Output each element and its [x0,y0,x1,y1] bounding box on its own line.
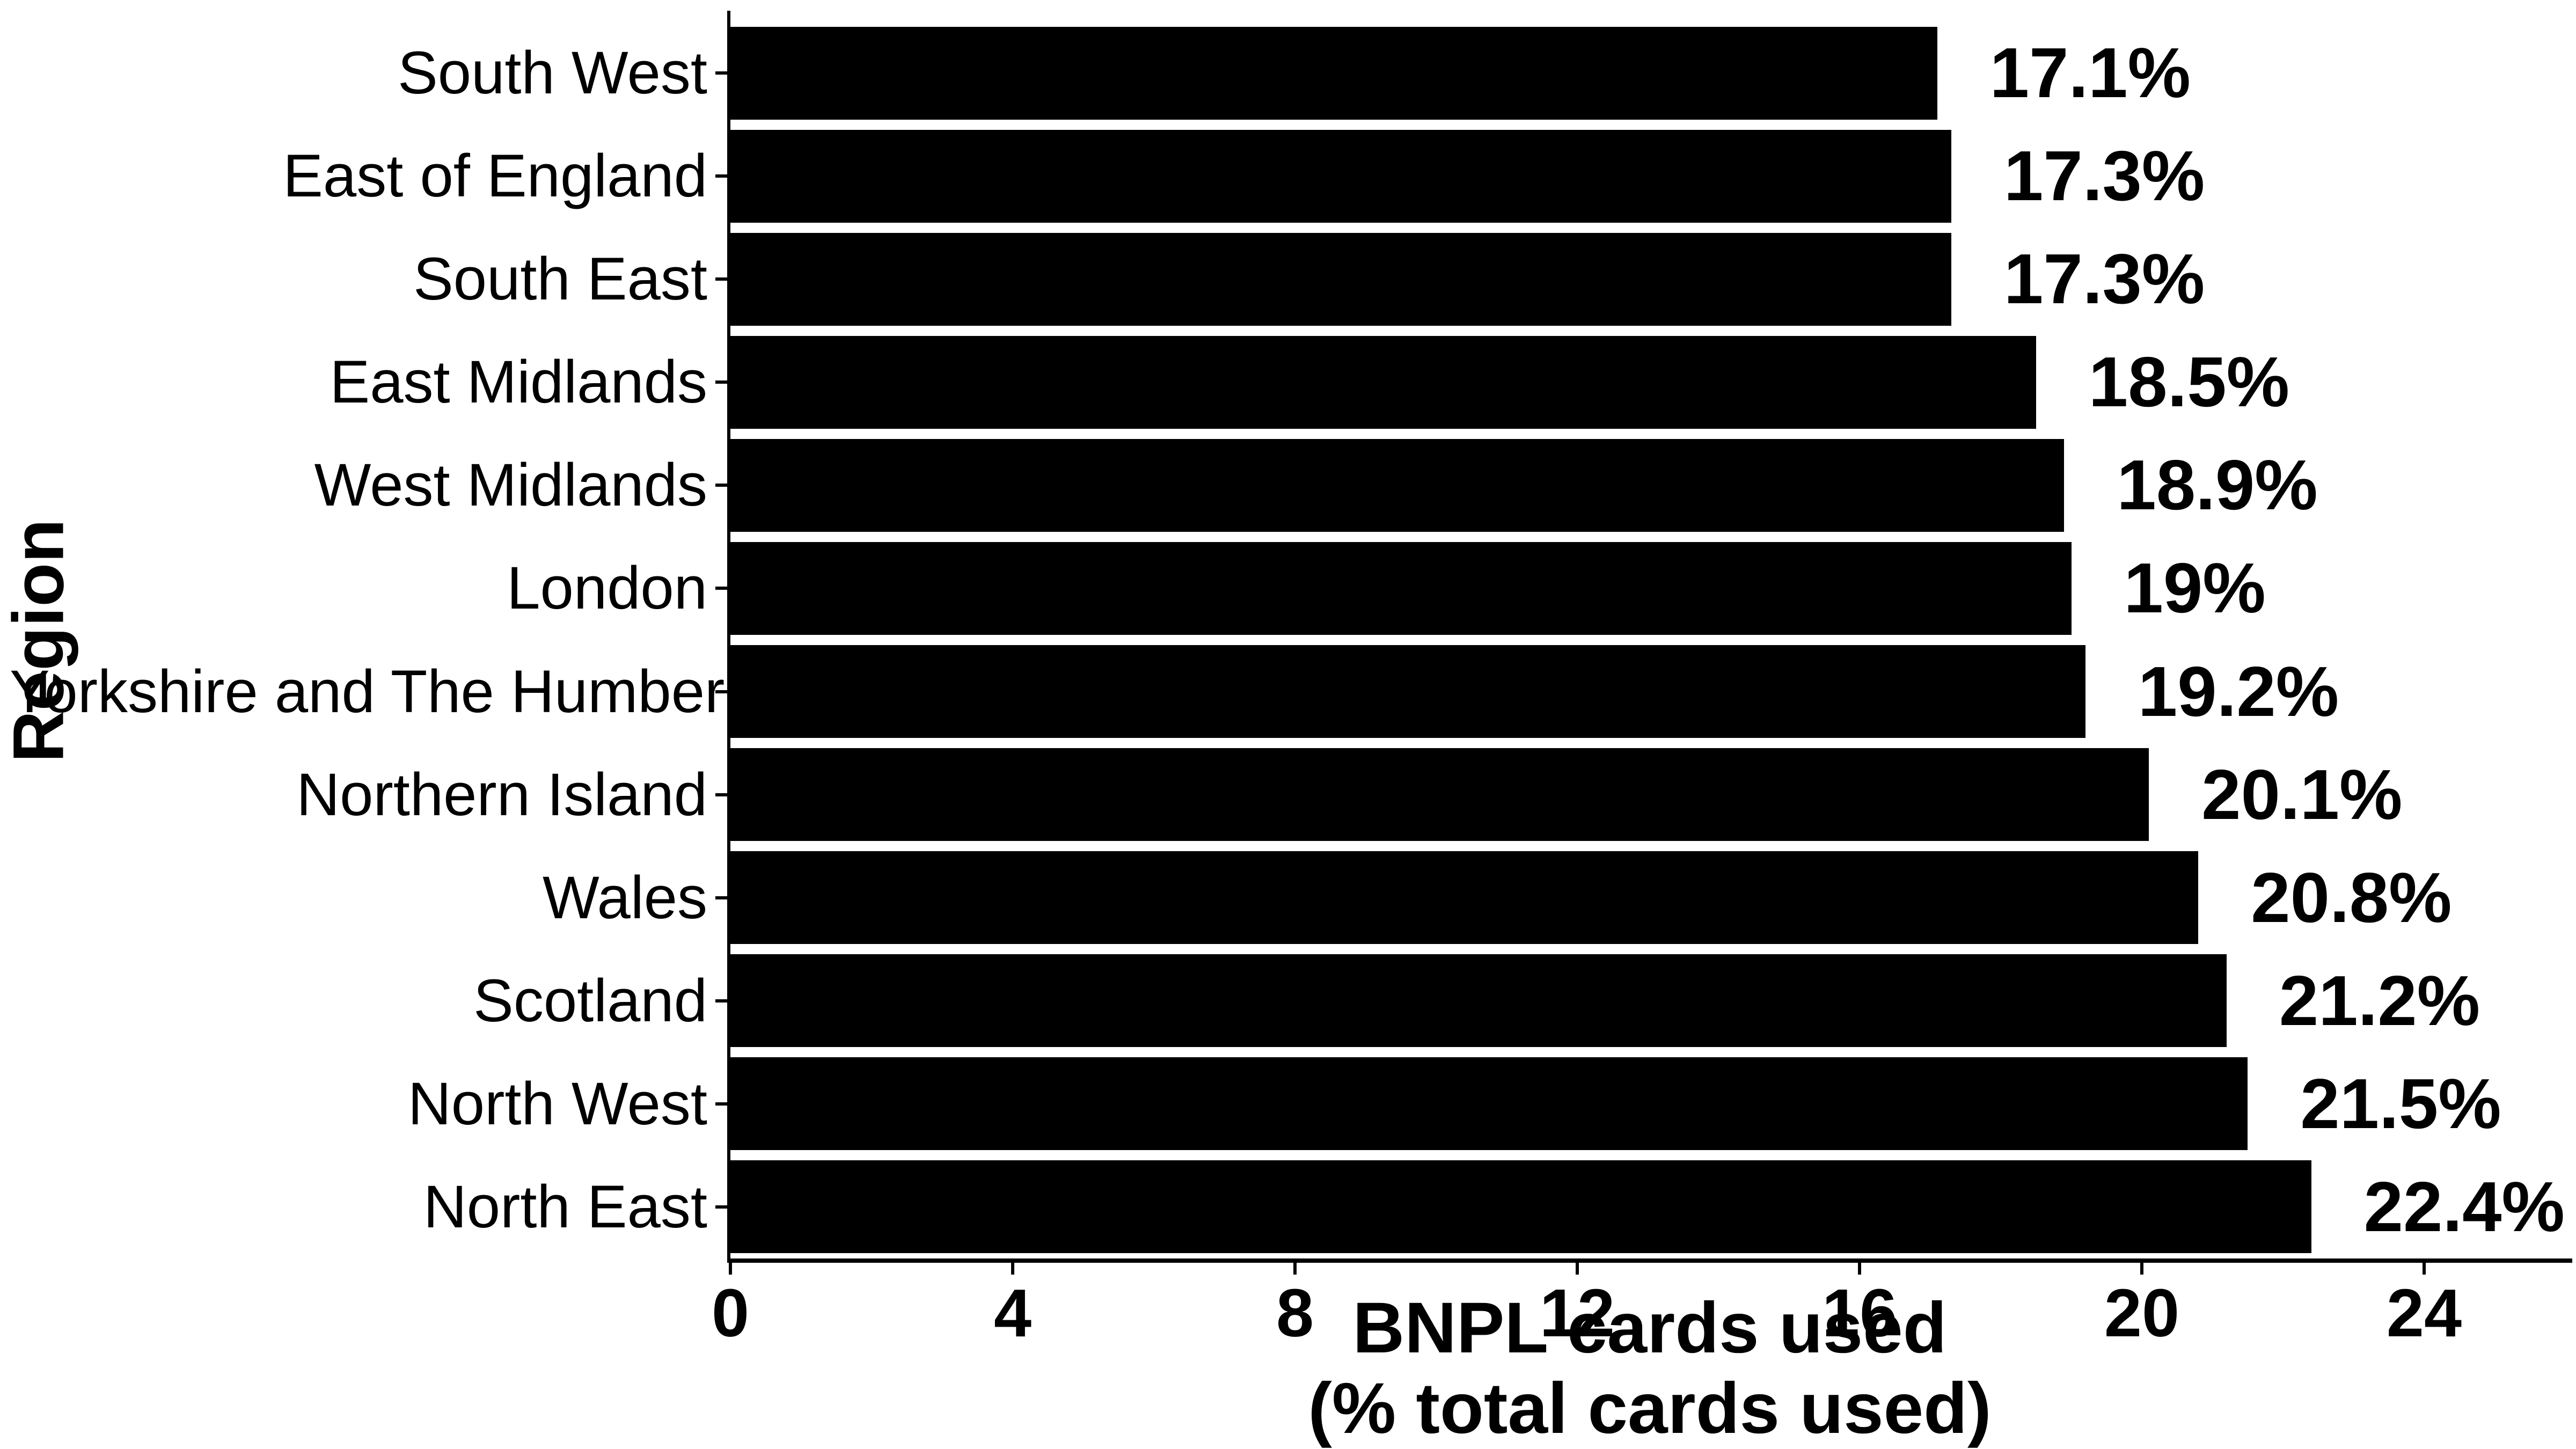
bar-value-label: 17.3% [2003,239,2205,319]
x-tick-label: 12 [1539,1275,1615,1351]
bar [730,438,2065,532]
bar [730,645,2085,738]
bar [730,335,2036,429]
category-label: East Midlands [330,348,707,416]
category-label: South West [398,39,707,107]
x-tick-label: 4 [993,1275,1032,1351]
x-tick-label: 20 [2104,1275,2180,1351]
category-label: Scotland [473,967,707,1034]
category-label: East of England [283,142,707,210]
x-axis-title: BNPL cards used (% total cards used) [1006,1288,2294,1449]
bar-value-label: 19.2% [2138,652,2339,731]
bar-value-label: 20.1% [2201,755,2403,834]
y-tick [715,71,727,75]
y-tick [715,174,727,178]
bar [730,1160,2311,1254]
bar [730,232,1951,326]
x-tick-label: 8 [1276,1275,1314,1351]
y-tick [715,896,727,899]
x-tick-label: 0 [711,1275,750,1351]
x-tick [1858,1263,1861,1275]
x-tick [2140,1263,2143,1275]
bar [730,851,2199,945]
y-tick [715,1102,727,1106]
bar-value-label: 18.9% [2117,445,2318,525]
category-label: Wales [542,863,707,931]
bar-value-label: 17.1% [1989,33,2191,113]
bar-value-label: 19% [2124,548,2266,628]
y-axis-title: Region [0,518,79,763]
x-axis-title-line1: BNPL cards used [1352,1288,1947,1368]
bar-value-label: 21.2% [2279,961,2480,1040]
y-tick [715,690,727,693]
bar-value-label: 18.5% [2088,342,2290,422]
x-tick [1293,1263,1297,1275]
y-tick [715,1205,727,1209]
x-tick [1576,1263,1579,1275]
y-tick [715,999,727,1002]
category-label: North West [407,1070,707,1137]
bar-value-label: 22.4% [2363,1167,2565,1246]
y-tick [715,484,727,487]
bar [730,26,1937,120]
x-tick-label: 16 [1821,1275,1898,1351]
category-label: London [507,554,707,622]
y-tick [715,793,727,796]
bar-value-label: 21.5% [2300,1064,2501,1143]
bar-value-label: 20.8% [2251,858,2452,937]
x-axis-line [727,1258,2572,1263]
x-tick [729,1263,732,1275]
y-tick [715,277,727,281]
category-label: West Midlands [314,451,707,519]
y-axis-line [727,11,730,1263]
category-label: Northern Island [296,760,707,828]
y-tick [715,380,727,384]
bar [730,748,2149,841]
bar [730,541,2072,635]
category-label: Yorkshire and The Humber [10,657,725,725]
category-label: North East [423,1173,707,1240]
bar-value-label: 17.3% [2003,136,2205,216]
x-tick [1011,1263,1014,1275]
category-label: South East [413,245,707,313]
x-axis-title-line2: (% total cards used) [1308,1368,1992,1448]
bar [730,129,1951,223]
bar [730,1057,2248,1151]
bar [730,954,2227,1048]
y-tick [715,587,727,590]
x-tick [2423,1263,2426,1275]
x-tick-label: 24 [2386,1275,2462,1351]
